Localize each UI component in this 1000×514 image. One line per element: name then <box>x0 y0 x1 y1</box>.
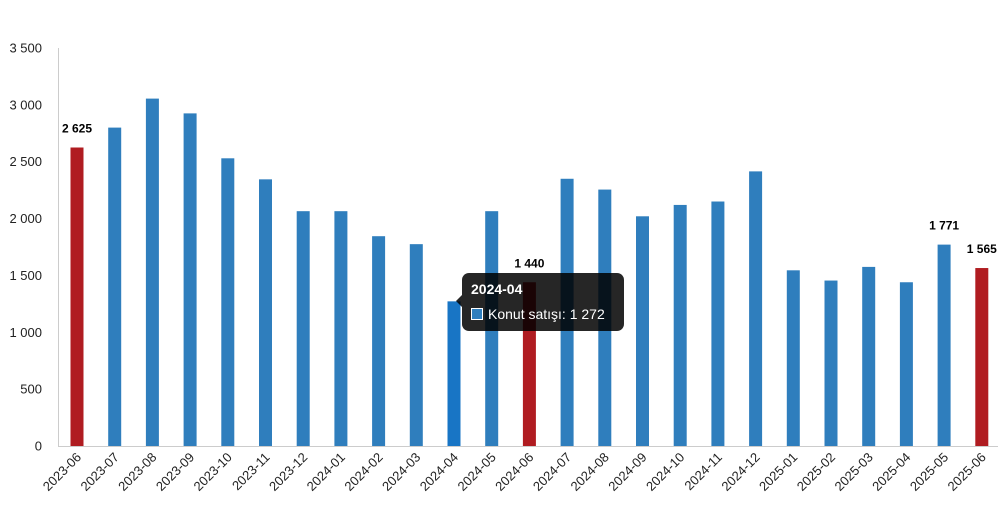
x-tick-label: 2023-07 <box>77 450 121 494</box>
bar-2023-07[interactable] <box>108 127 122 446</box>
x-tick-label: 2023-12 <box>266 450 310 494</box>
x-tick-label: 2023-06 <box>40 450 84 494</box>
x-tick-label: 2023-08 <box>115 450 159 494</box>
x-tick-label: 2025-04 <box>869 450 913 494</box>
data-label-2023-06: 2 625 <box>62 122 92 136</box>
bar-2025-04[interactable] <box>899 282 913 446</box>
bar-2024-03[interactable] <box>409 244 423 446</box>
y-tick-label: 2 500 <box>9 154 42 169</box>
y-tick-label: 0 <box>35 439 42 454</box>
x-tick-label: 2025-03 <box>831 450 875 494</box>
y-tick-label: 3 500 <box>9 41 42 56</box>
x-tick-label: 2025-06 <box>945 450 989 494</box>
bar-2023-06[interactable] <box>70 147 84 447</box>
x-tick-label: 2024-07 <box>530 450 574 494</box>
bar-2024-04[interactable] <box>447 301 461 446</box>
bar-2023-11[interactable] <box>259 179 272 446</box>
x-tick-label: 2024-04 <box>417 450 461 494</box>
series-swatch <box>471 308 483 320</box>
bar-2024-10[interactable] <box>673 204 687 446</box>
bar-2024-01[interactable] <box>334 211 348 446</box>
x-tick-label: 2024-09 <box>605 450 649 494</box>
x-tick-label: 2024-11 <box>681 450 725 494</box>
x-tick-label: 2025-02 <box>794 450 838 494</box>
x-axis-tick-labels: 2023-062023-072023-082023-092023-102023-… <box>40 450 989 494</box>
bar-2024-02[interactable] <box>372 236 386 446</box>
x-tick-label: 2024-01 <box>304 450 348 494</box>
x-tick-label: 2024-12 <box>718 450 762 494</box>
y-tick-label: 3 000 <box>9 97 42 112</box>
x-tick-label: 2024-05 <box>454 450 498 494</box>
y-tick-label: 500 <box>20 382 42 397</box>
x-tick-label: 2023-10 <box>191 450 235 494</box>
bar-2025-05[interactable] <box>937 244 951 446</box>
x-tick-label: 2024-03 <box>379 450 423 494</box>
bar-2024-11[interactable] <box>711 201 725 446</box>
x-tick-label: 2024-02 <box>341 450 385 494</box>
tooltip-value: Konut satışı: 1 272 <box>488 306 605 322</box>
bar-2024-12[interactable] <box>749 171 763 446</box>
y-tick-label: 1 500 <box>9 268 42 283</box>
y-tick-label: 2 000 <box>9 211 42 226</box>
x-tick-label: 2023-09 <box>153 450 197 494</box>
x-tick-label: 2025-01 <box>756 450 800 494</box>
bar-2023-09[interactable] <box>183 113 197 446</box>
tooltip-row: Konut satışı: 1 272 <box>471 306 605 322</box>
bar-2024-09[interactable] <box>636 216 649 446</box>
y-tick-label: 1 000 <box>9 325 42 340</box>
data-label-2025-05: 1 771 <box>929 219 959 233</box>
x-tick-label: 2025-05 <box>907 450 951 494</box>
data-labels: 2 625 1 440 1 771 1 565 <box>62 122 997 271</box>
bar-2025-03[interactable] <box>862 266 876 446</box>
bar-2023-10[interactable] <box>221 158 235 446</box>
bar-2023-12[interactable] <box>296 211 310 446</box>
data-label-2024-06: 1 440 <box>514 256 544 270</box>
x-tick-label: 2024-06 <box>492 450 536 494</box>
x-tick-label: 2024-08 <box>568 450 612 494</box>
bar-tooltip: 2024-04 Konut satışı: 1 272 <box>456 273 624 331</box>
y-axis-tick-labels: 0 500 1 000 1 500 2 000 2 500 3 000 3 500 <box>9 41 42 454</box>
bar-2025-06[interactable] <box>975 268 989 446</box>
x-tick-label: 2024-10 <box>643 450 687 494</box>
tooltip-title: 2024-04 <box>471 281 523 297</box>
bar-2025-01[interactable] <box>786 270 800 446</box>
bar-2023-08[interactable] <box>145 98 159 447</box>
bar-2025-02[interactable] <box>824 280 838 446</box>
x-tick-label: 2023-11 <box>229 450 273 494</box>
data-label-2025-06: 1 565 <box>967 242 997 256</box>
tooltip-arrow <box>456 295 462 307</box>
